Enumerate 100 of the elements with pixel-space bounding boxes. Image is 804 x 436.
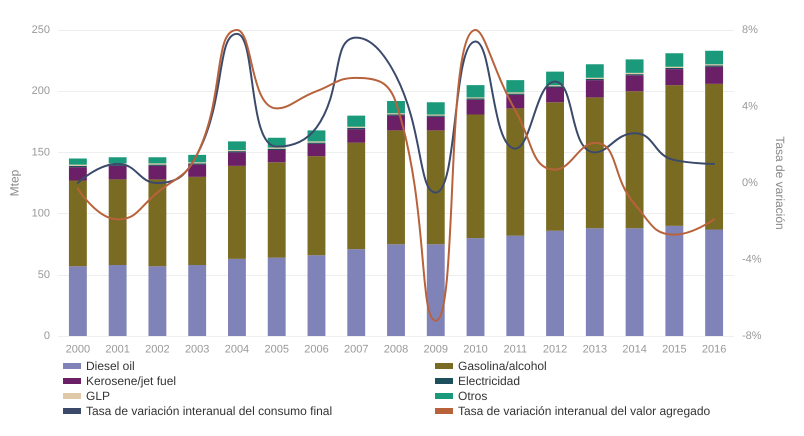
y-tick-label: 50 <box>38 268 50 281</box>
bar <box>347 249 366 336</box>
bar <box>546 88 564 102</box>
bar <box>665 53 684 67</box>
x-tick-label: 2004 <box>224 344 250 356</box>
bar <box>586 228 604 336</box>
bar <box>228 258 246 336</box>
bar <box>308 255 326 336</box>
bar <box>228 166 246 259</box>
x-tick-label: 2005 <box>264 344 289 356</box>
x-tick-label: 2015 <box>662 344 687 356</box>
bar <box>705 84 724 230</box>
bar <box>68 158 87 165</box>
bar <box>705 66 724 84</box>
x-tick-label: 2008 <box>384 344 408 356</box>
y-tick-label: 0 <box>44 330 50 342</box>
x-tick-label: 2010 <box>463 344 488 356</box>
legend-label: Electricidad <box>458 374 520 388</box>
x-tick-label: 2014 <box>622 344 647 356</box>
bar <box>68 266 87 336</box>
bar <box>626 91 644 228</box>
x-tick-label: 2013 <box>582 344 608 356</box>
legend-label: Kerosene/jet fuel <box>86 374 176 388</box>
bar <box>148 266 166 336</box>
y2-tick-label: -4% <box>742 254 762 266</box>
bar <box>665 69 684 86</box>
bar <box>68 167 87 181</box>
bar <box>108 179 127 266</box>
bar <box>426 102 445 114</box>
bar <box>108 166 127 180</box>
bar <box>308 156 326 256</box>
bar <box>705 50 724 64</box>
x-tick-label: 2011 <box>503 344 528 356</box>
bar <box>506 108 524 236</box>
y-tick-label: 150 <box>32 146 50 158</box>
bar <box>506 80 524 92</box>
bar <box>626 228 644 336</box>
bar <box>586 80 604 98</box>
bar <box>387 130 405 244</box>
bar <box>108 157 127 164</box>
bar <box>586 97 604 228</box>
bar <box>466 85 484 98</box>
x-tick-label: 2003 <box>184 344 210 356</box>
x-tick-label: 2000 <box>66 344 90 356</box>
legend-label: Gasolina/alcohol <box>458 359 547 373</box>
bar <box>268 258 286 336</box>
bar <box>626 59 644 73</box>
bar <box>546 230 564 336</box>
y-tick-label: 250 <box>32 24 50 36</box>
x-tick-label: 2001 <box>105 344 130 356</box>
x-tick-label: 2002 <box>145 344 170 356</box>
bar <box>586 64 604 78</box>
bar <box>347 116 366 127</box>
bar <box>148 157 166 164</box>
bar <box>108 265 127 336</box>
bar <box>308 130 326 142</box>
bar <box>626 75 644 92</box>
bar <box>68 180 87 266</box>
bar <box>308 144 326 156</box>
y2-axis-title: Tasa de variación <box>773 136 787 230</box>
bar <box>347 129 366 143</box>
y2-tick-label: 8% <box>742 24 758 36</box>
legend-label: GLP <box>86 389 110 403</box>
bar <box>188 176 206 266</box>
bar <box>148 166 166 180</box>
bar <box>506 236 524 336</box>
bar <box>426 116 445 130</box>
bar <box>466 114 484 238</box>
bar <box>148 179 166 266</box>
bar <box>228 141 246 150</box>
y-tick-label: 200 <box>32 85 50 98</box>
bar <box>268 162 286 258</box>
legend-label: Diesel oil <box>86 359 135 373</box>
bar <box>347 142 366 250</box>
bar <box>426 130 445 244</box>
x-tick-label: 2012 <box>542 344 568 356</box>
bar <box>546 102 564 231</box>
bar <box>426 244 445 336</box>
x-tick-label: 2016 <box>702 344 726 356</box>
bar <box>705 230 724 336</box>
legend-label: Tasa de variación interanual del valor agregado <box>458 404 710 418</box>
bar <box>188 265 206 336</box>
x-tick-label: 2007 <box>344 344 368 356</box>
line-series <box>76 29 716 322</box>
bar <box>387 244 405 336</box>
y2-tick-label: -8% <box>742 330 762 342</box>
legend-label: Tasa de variación interanual del consumo final <box>86 404 332 418</box>
legend-label: Otros <box>458 389 488 403</box>
x-tick-label: 2009 <box>424 344 448 356</box>
bar <box>228 152 246 166</box>
bar <box>665 85 684 226</box>
x-tick-label: 2006 <box>304 344 329 356</box>
y2-tick-label: 4% <box>742 100 758 112</box>
y2-tick-label: 0% <box>742 177 758 189</box>
bar <box>466 238 484 336</box>
y-axis-title: Mtep <box>8 169 22 196</box>
bar <box>188 164 206 177</box>
line-series <box>76 32 716 194</box>
bar <box>665 226 684 336</box>
y-tick-label: 100 <box>32 208 50 220</box>
